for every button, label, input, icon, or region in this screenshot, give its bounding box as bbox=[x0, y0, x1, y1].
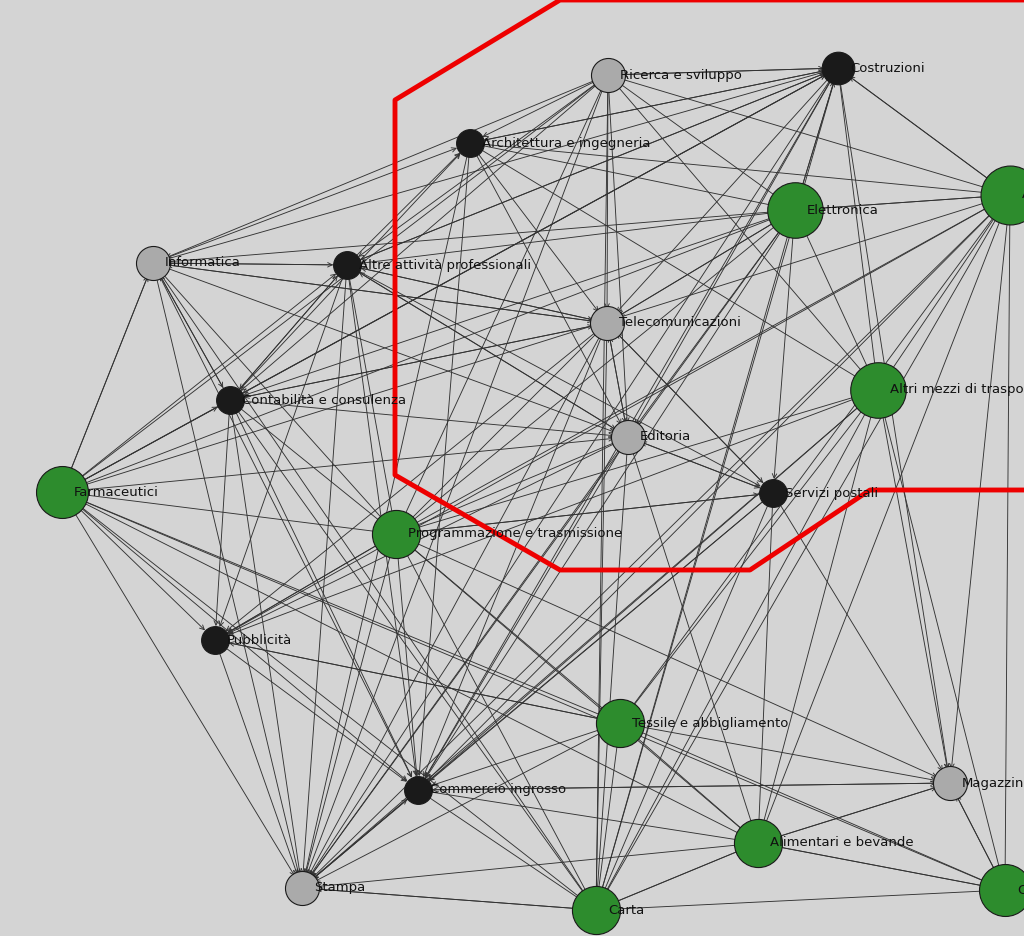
Text: Programmazione e trasmissione: Programmazione e trasmissione bbox=[408, 528, 623, 540]
Text: Servizi postali: Servizi postali bbox=[785, 487, 879, 500]
Point bbox=[829, 61, 846, 76]
Text: Autoveicoli: Autoveicoli bbox=[1022, 188, 1024, 201]
Text: Alimentari e bevande: Alimentari e bevande bbox=[770, 837, 913, 850]
Text: Magazzinaggio: Magazzinaggio bbox=[962, 777, 1024, 789]
Point bbox=[294, 881, 310, 896]
Text: Commercio ingrosso: Commercio ingrosso bbox=[430, 783, 566, 797]
Text: Altri mezzi di trasporto: Altri mezzi di trasporto bbox=[890, 384, 1024, 397]
Text: Stampa: Stampa bbox=[314, 882, 366, 895]
Point bbox=[1001, 187, 1018, 202]
Text: Contabilità e consulenza: Contabilità e consulenza bbox=[242, 393, 407, 406]
Point bbox=[611, 715, 628, 730]
Point bbox=[462, 136, 478, 151]
Text: Chimica: Chimica bbox=[1017, 884, 1024, 897]
Point bbox=[620, 430, 636, 445]
Point bbox=[942, 776, 958, 791]
Text: Editoria: Editoria bbox=[640, 431, 691, 444]
Text: Costruzioni: Costruzioni bbox=[850, 62, 925, 75]
Text: Informatica: Informatica bbox=[165, 256, 241, 270]
Point bbox=[339, 257, 355, 272]
Point bbox=[54, 485, 71, 500]
Text: Tessile e abbigliamento: Tessile e abbigliamento bbox=[632, 716, 788, 729]
Point bbox=[599, 315, 615, 330]
Point bbox=[388, 527, 404, 542]
Point bbox=[410, 782, 426, 797]
Text: Carta: Carta bbox=[608, 903, 644, 916]
Point bbox=[786, 202, 803, 217]
Point bbox=[588, 902, 604, 917]
Point bbox=[765, 486, 781, 501]
Text: Ricerca e sviluppo: Ricerca e sviluppo bbox=[620, 68, 741, 81]
Point bbox=[600, 67, 616, 82]
Point bbox=[144, 256, 161, 271]
Text: Farmaceutici: Farmaceutici bbox=[74, 486, 159, 499]
Point bbox=[207, 633, 223, 648]
Text: Elettronica: Elettronica bbox=[807, 203, 879, 216]
Point bbox=[750, 836, 766, 851]
Text: Telecomunicazioni: Telecomunicazioni bbox=[618, 316, 741, 329]
Text: Altre attività professionali: Altre attività professionali bbox=[359, 258, 531, 271]
Point bbox=[996, 883, 1013, 898]
Point bbox=[869, 383, 886, 398]
Point bbox=[222, 392, 239, 407]
Text: Architettura e ingegneria: Architettura e ingegneria bbox=[482, 137, 650, 150]
Text: Pubblicità: Pubblicità bbox=[227, 634, 292, 647]
